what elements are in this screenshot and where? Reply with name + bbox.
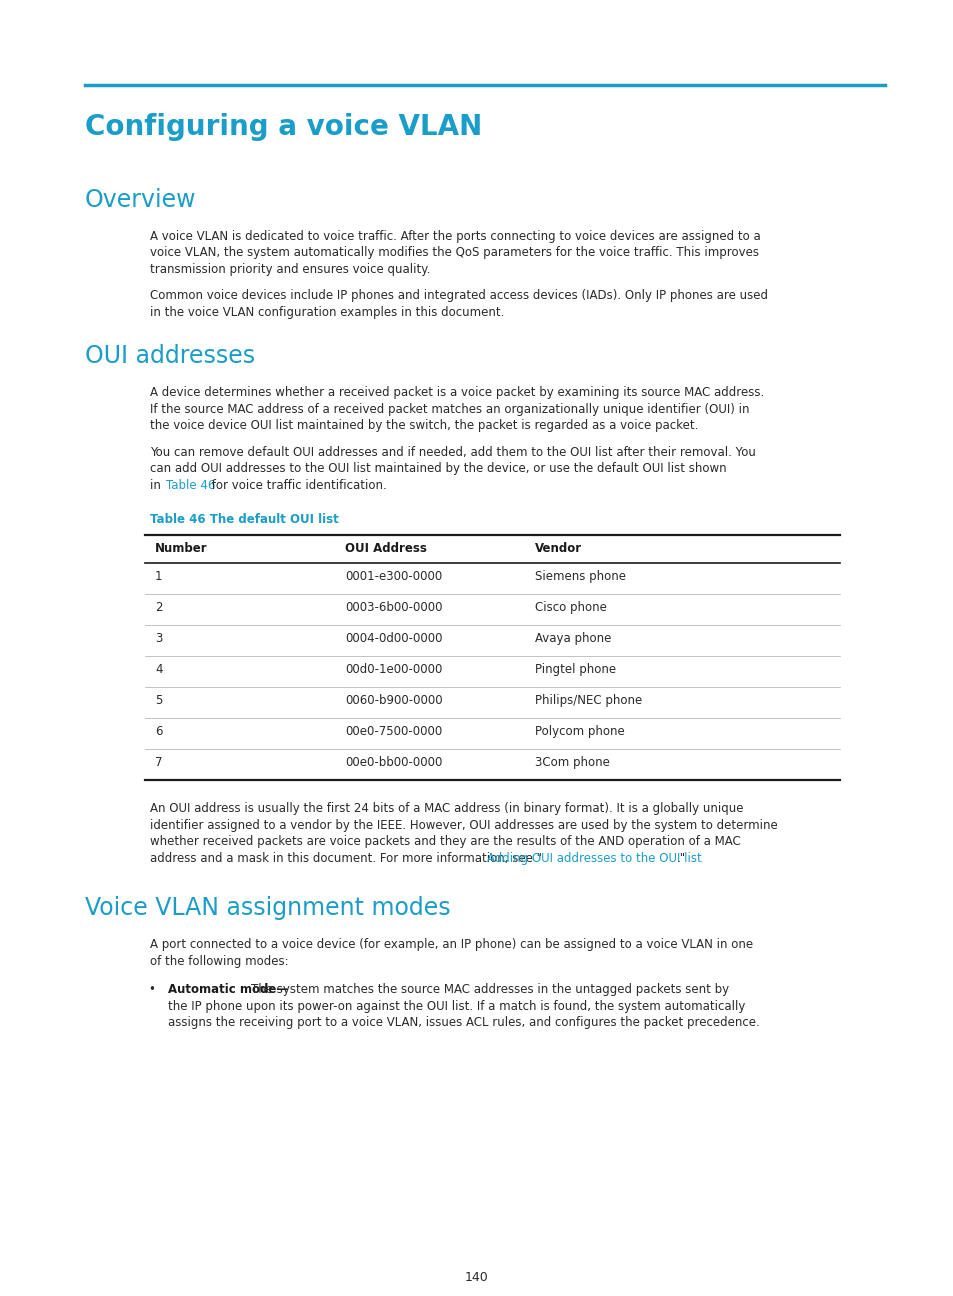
Text: 1: 1 [154,570,162,583]
Text: 6: 6 [154,726,162,739]
Text: voice VLAN, the system automatically modifies the QoS parameters for the voice t: voice VLAN, the system automatically mod… [150,246,759,259]
Text: 0003-6b00-0000: 0003-6b00-0000 [345,601,442,614]
Text: 00e0-7500-0000: 00e0-7500-0000 [345,726,442,739]
Text: Cisco phone: Cisco phone [535,601,606,614]
Text: Polycom phone: Polycom phone [535,726,624,739]
Text: transmission priority and ensures voice quality.: transmission priority and ensures voice … [150,263,430,276]
Text: Vendor: Vendor [535,543,581,556]
Text: Common voice devices include IP phones and integrated access devices (IADs). Onl: Common voice devices include IP phones a… [150,289,767,302]
Text: of the following modes:: of the following modes: [150,955,289,968]
Text: An OUI address is usually the first 24 bits of a MAC address (in binary format).: An OUI address is usually the first 24 b… [150,802,742,815]
Text: 0001-e300-0000: 0001-e300-0000 [345,570,442,583]
Text: the IP phone upon its power-on against the OUI list. If a match is found, the sy: the IP phone upon its power-on against t… [168,1001,744,1013]
Text: •: • [148,984,154,997]
Text: 3Com phone: 3Com phone [535,757,609,770]
Text: A device determines whether a received packet is a voice packet by examining its: A device determines whether a received p… [150,386,763,399]
Text: Adding OUI addresses to the OUI list: Adding OUI addresses to the OUI list [487,851,701,864]
Text: .": ." [677,851,685,864]
Text: OUI addresses: OUI addresses [85,345,254,368]
Text: assigns the receiving port to a voice VLAN, issues ACL rules, and configures the: assigns the receiving port to a voice VL… [168,1016,759,1029]
Text: Number: Number [154,543,208,556]
Text: 140: 140 [465,1271,488,1284]
Text: the voice device OUI list maintained by the switch, the packet is regarded as a : the voice device OUI list maintained by … [150,420,698,433]
Text: If the source MAC address of a received packet matches an organizationally uniqu: If the source MAC address of a received … [150,403,749,416]
Text: 5: 5 [154,695,162,708]
Text: You can remove default OUI addresses and if needed, add them to the OUI list aft: You can remove default OUI addresses and… [150,446,755,459]
Text: address and a mask in this document. For more information, see ": address and a mask in this document. For… [150,851,541,864]
Text: in: in [150,480,165,492]
Text: 2: 2 [154,601,162,614]
Text: Pingtel phone: Pingtel phone [535,664,616,677]
Text: Voice VLAN assignment modes: Voice VLAN assignment modes [85,897,450,920]
Text: Automatic mode—: Automatic mode— [168,984,288,997]
Text: 3: 3 [154,632,162,645]
Text: identifier assigned to a vendor by the IEEE. However, OUI addresses are used by : identifier assigned to a vendor by the I… [150,819,777,832]
Text: 0004-0d00-0000: 0004-0d00-0000 [345,632,442,645]
Text: 00e0-bb00-0000: 00e0-bb00-0000 [345,757,442,770]
Text: Philips/NEC phone: Philips/NEC phone [535,695,641,708]
Text: Avaya phone: Avaya phone [535,632,611,645]
Text: Configuring a voice VLAN: Configuring a voice VLAN [85,113,482,141]
Text: in the voice VLAN configuration examples in this document.: in the voice VLAN configuration examples… [150,306,504,319]
Text: can add OUI addresses to the OUI list maintained by the device, or use the defau: can add OUI addresses to the OUI list ma… [150,463,726,476]
Text: The system matches the source MAC addresses in the untagged packets sent by: The system matches the source MAC addres… [251,984,728,997]
Text: for voice traffic identification.: for voice traffic identification. [208,480,386,492]
Text: 4: 4 [154,664,162,677]
Text: A voice VLAN is dedicated to voice traffic. After the ports connecting to voice : A voice VLAN is dedicated to voice traff… [150,229,760,242]
Text: OUI Address: OUI Address [345,543,426,556]
Text: Siemens phone: Siemens phone [535,570,625,583]
Text: 00d0-1e00-0000: 00d0-1e00-0000 [345,664,442,677]
Text: A port connected to a voice device (for example, an IP phone) can be assigned to: A port connected to a voice device (for … [150,938,752,951]
Text: 0060-b900-0000: 0060-b900-0000 [345,695,442,708]
Text: 7: 7 [154,757,162,770]
Text: Overview: Overview [85,188,196,213]
Text: whether received packets are voice packets and they are the results of the AND o: whether received packets are voice packe… [150,836,740,849]
Text: Table 46 The default OUI list: Table 46 The default OUI list [150,513,338,526]
Text: Table 46: Table 46 [166,480,215,492]
